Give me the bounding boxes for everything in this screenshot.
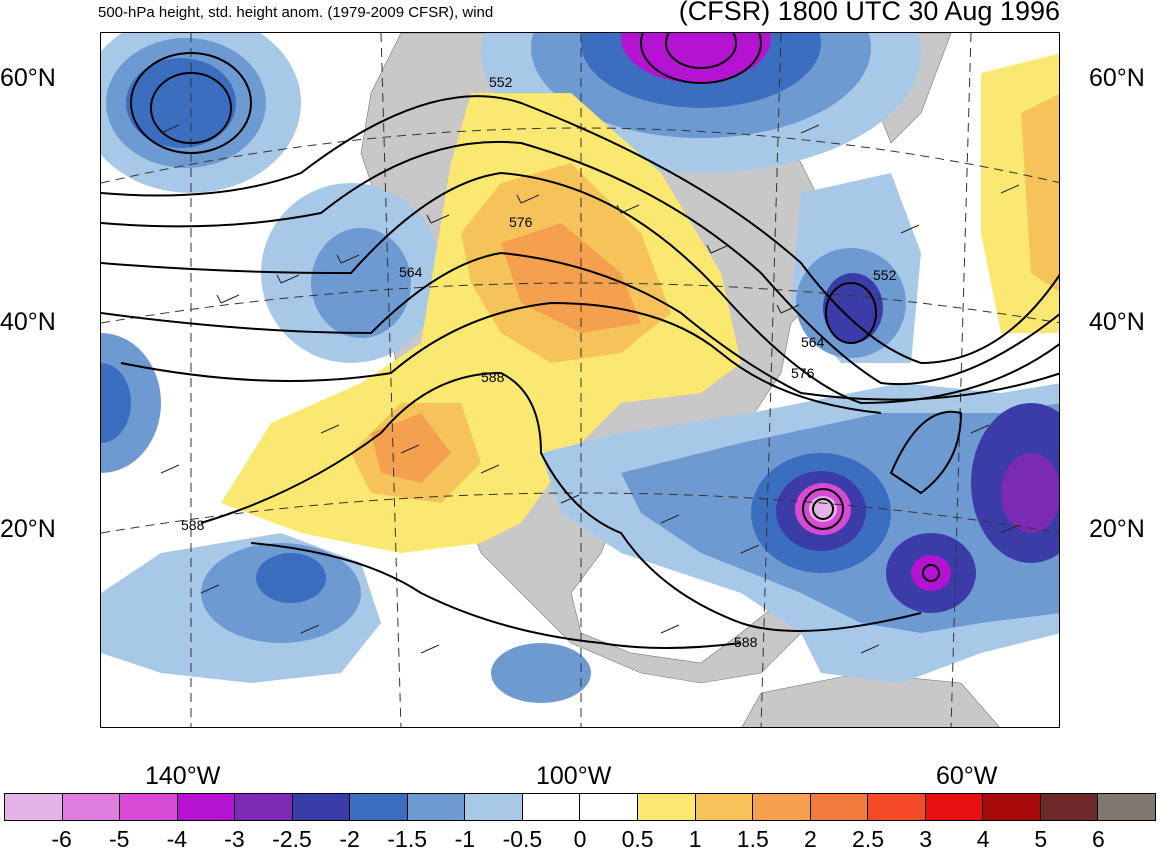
- anomaly-shading: [101, 33, 1059, 703]
- wind-barbs: [160, 124, 1020, 654]
- colorbar-tick-label: -0.5: [502, 826, 543, 852]
- colorbar-tick-label: 6: [1091, 826, 1105, 852]
- colorbar-tick-label: -5: [108, 826, 130, 852]
- colorbar-swatch: [868, 794, 926, 820]
- colorbar-swatch: [407, 794, 466, 820]
- colorbar-swatch: [350, 794, 408, 820]
- colorbar-tick-label: -2: [339, 826, 360, 852]
- lon-label-60w: 60°W: [936, 762, 998, 790]
- colorbar-tick-label: -3: [224, 826, 245, 852]
- contour-label-588-south: 588: [734, 634, 758, 650]
- colorbar-tick-label: 3: [919, 826, 932, 852]
- colorbar-swatch: [5, 794, 63, 820]
- lat-label-left-60n: 60°N: [0, 64, 56, 92]
- height-contours: [101, 33, 1059, 649]
- colorbar-swatch: [292, 794, 351, 820]
- colorbar-swatch: [810, 794, 869, 820]
- contour-label-552-north: 552: [489, 74, 513, 90]
- lat-label-right-20n: 20°N: [1089, 515, 1145, 543]
- contour-label-576-central: 576: [509, 214, 533, 230]
- colorbar-tick-label: -1.5: [387, 826, 428, 852]
- colorbar-tick-label: -1: [454, 826, 476, 852]
- hurricane-fran-anomaly: [911, 555, 951, 591]
- colorbar-swatch: [925, 794, 984, 820]
- colorbar-swatch: [62, 794, 121, 820]
- colorbar-swatch: [465, 794, 523, 820]
- colorbar-swatch: [1098, 794, 1155, 820]
- contour-labels: 552 564 576 588 552 564 576 588 588: [181, 74, 897, 650]
- colorbar-tick-label: 4: [976, 826, 990, 852]
- colorbar-tick-label: 0.5: [621, 826, 654, 852]
- colorbar-swatch: [235, 794, 293, 820]
- contour-label-564-east: 564: [801, 334, 825, 350]
- contour-label-588-central: 588: [481, 369, 505, 385]
- graticule: [101, 33, 1059, 727]
- lat-label-right-40n: 40°N: [1089, 308, 1145, 336]
- colorbar-swatch: [522, 794, 581, 820]
- colorbar-tick-label: -4: [166, 826, 188, 852]
- contour-label-552-east: 552: [873, 267, 897, 283]
- colorbar-tick-label: 2: [803, 826, 817, 852]
- colorbar-tick-label: 5: [1034, 826, 1048, 852]
- lat-label-right-60n: 60°N: [1089, 64, 1145, 92]
- colorbar: [4, 793, 1156, 821]
- colorbar-swatch: [580, 794, 639, 820]
- south-america-land: [741, 672, 1000, 727]
- colorbar-labels: -6 -5 -4 -3 -2.5 -2 -1.5 -1 -0.5 0 0.5 1 1.5 2 2.5 3 4 5 6: [4, 826, 1156, 852]
- lon-label-140w: 140°W: [145, 762, 221, 790]
- lat-label-left-40n: 40°N: [0, 308, 56, 336]
- contour-label-564-west: 564: [399, 264, 423, 280]
- colorbar-tick-label: 2.5: [852, 826, 884, 852]
- lat-label-left-20n: 20°N: [0, 515, 56, 543]
- contour-label-588-west: 588: [181, 517, 205, 533]
- colorbar-swatch: [753, 794, 811, 820]
- colorbar-swatch: [695, 794, 754, 820]
- colorbar-swatch: [1040, 794, 1099, 820]
- colorbar-tick-label: -2.5: [272, 826, 312, 852]
- weather-map: 552 564 576 588 552 564 576 588 588: [100, 32, 1060, 728]
- colorbar-tick-label: 1: [688, 826, 702, 852]
- colorbar-swatch: [177, 794, 236, 820]
- colorbar-tick-label: -6: [51, 826, 72, 852]
- colorbar-tick-label: 1.5: [736, 826, 769, 852]
- colorbar-swatch: [120, 794, 178, 820]
- lon-label-100w: 100°W: [536, 762, 612, 790]
- colorbar-tick-label: 0: [573, 826, 587, 852]
- contour-label-576-east: 576: [791, 365, 815, 381]
- colorbar-swatch: [983, 794, 1041, 820]
- map-canvas: 552 564 576 588 552 564 576 588 588: [101, 33, 1059, 727]
- map-title: (CFSR) 1800 UTC 30 Aug 1996: [678, 0, 1060, 26]
- colorbar-swatch: [638, 794, 696, 820]
- map-subtitle: 500-hPa height, std. height anom. (1979-…: [98, 4, 494, 21]
